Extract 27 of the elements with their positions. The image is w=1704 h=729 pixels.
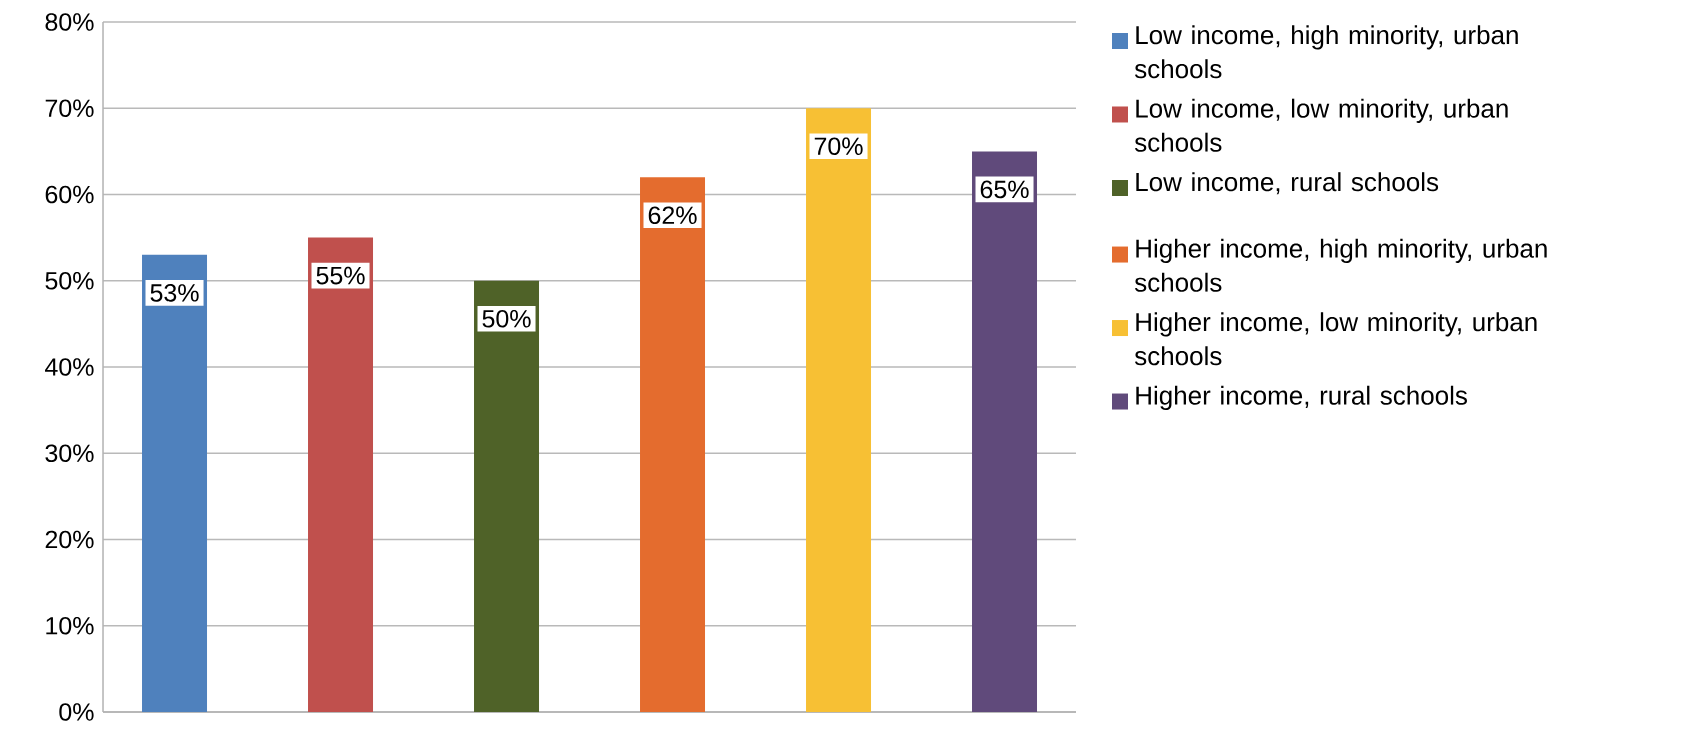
y-tick-label: 40% bbox=[45, 358, 94, 376]
bar bbox=[640, 177, 706, 712]
legend-label: Higher income, low minority, urban schools bbox=[1134, 312, 1537, 366]
bar bbox=[142, 254, 208, 712]
legend-label: Higher income, high minority, urban schools bbox=[1134, 238, 1547, 292]
data-label: 62% bbox=[648, 206, 697, 225]
legend-label: Higher income, rural schools bbox=[1136, 385, 1467, 410]
y-tick-label: 50% bbox=[45, 271, 94, 290]
y-tick-label: 70% bbox=[45, 99, 94, 118]
bar bbox=[474, 280, 540, 712]
y-tick-label: 0% bbox=[59, 703, 94, 721]
bar bbox=[972, 151, 1038, 712]
y-tick-label: 30% bbox=[45, 444, 94, 463]
legend-label: Low income, rural schools bbox=[1136, 172, 1439, 195]
data-label: 50% bbox=[482, 309, 531, 328]
y-tick-label: 80% bbox=[45, 13, 94, 31]
bar bbox=[806, 108, 872, 712]
y-tick-label: 60% bbox=[45, 185, 94, 204]
legend-label: Low income, high minority, urban schools bbox=[1134, 25, 1518, 79]
y-tick-label: 10% bbox=[46, 616, 94, 635]
y-tick-label: 20% bbox=[45, 530, 94, 549]
data-label: 53% bbox=[150, 283, 199, 302]
legend-label: Low income, low minority, urban schools bbox=[1134, 98, 1508, 152]
data-label: 55% bbox=[316, 266, 365, 285]
data-label: 70% bbox=[814, 137, 863, 156]
data-label: 65% bbox=[980, 180, 1029, 199]
bar bbox=[308, 237, 374, 712]
